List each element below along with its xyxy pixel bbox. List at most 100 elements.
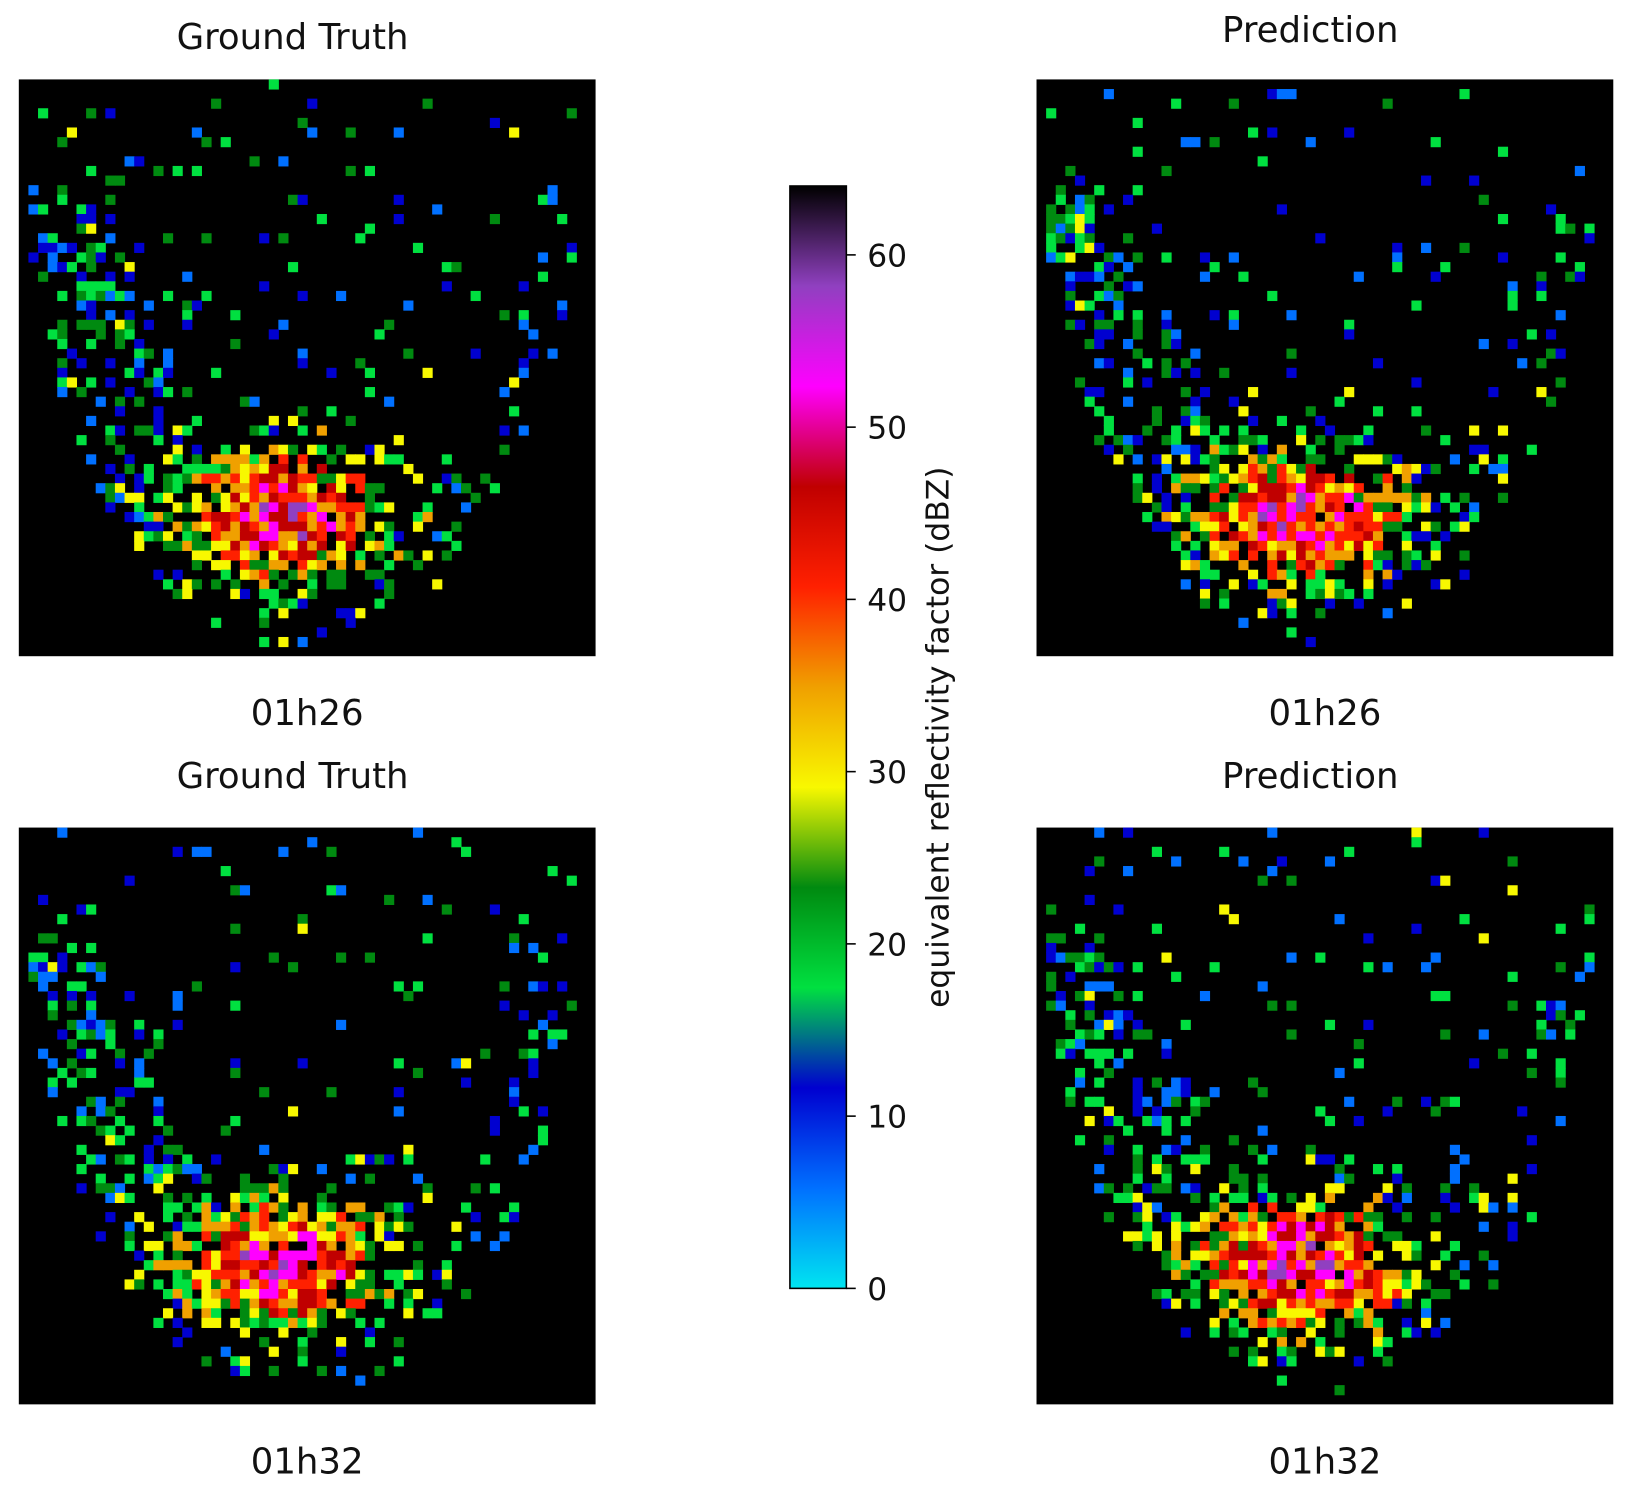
echo-pixel	[230, 521, 241, 532]
echo-pixel	[547, 866, 558, 877]
echo-pixel	[307, 1269, 318, 1280]
echo-pixel	[1074, 990, 1086, 1002]
echo-pixel	[268, 588, 279, 600]
echo-pixel	[336, 492, 347, 503]
echo-pixel	[403, 1154, 414, 1165]
echo-pixel	[1209, 435, 1220, 446]
echo-pixel	[1286, 627, 1297, 638]
echo-pixel	[287, 415, 299, 427]
echo-pixel	[1315, 560, 1326, 571]
echo-pixel	[1209, 1250, 1220, 1261]
echo-pixel	[239, 473, 251, 484]
echo-pixel	[1305, 560, 1316, 571]
echo-pixel	[268, 531, 279, 542]
echo-pixel	[1296, 512, 1307, 523]
echo-pixel	[316, 1308, 327, 1319]
echo-pixel	[1238, 617, 1249, 628]
echo-pixel	[134, 1212, 145, 1223]
echo-pixel	[345, 540, 356, 551]
echo-pixel	[1132, 1202, 1143, 1213]
echo-pixel	[1257, 1212, 1268, 1223]
echo-pixel	[1161, 329, 1172, 340]
echo-pixel	[1151, 473, 1163, 484]
echo-pixel	[1372, 406, 1384, 417]
echo-pixel	[1286, 1192, 1297, 1204]
echo-pixel	[1199, 1250, 1211, 1261]
echo-pixel	[1123, 377, 1134, 388]
echo-pixel	[86, 290, 97, 302]
echo-pixel	[489, 1115, 500, 1127]
echo-pixel	[1305, 1269, 1316, 1280]
echo-pixel	[1296, 425, 1307, 436]
echo-pixel	[1449, 1164, 1460, 1175]
echo-pixel	[355, 358, 366, 369]
echo-pixel	[1276, 1240, 1287, 1252]
echo-pixel	[220, 550, 231, 561]
echo-pixel	[259, 1269, 270, 1280]
echo-pixel	[230, 1115, 241, 1127]
echo-pixel	[1401, 463, 1412, 475]
echo-pixel	[384, 502, 395, 513]
echo-pixel	[134, 396, 145, 407]
echo-pixel	[336, 885, 347, 896]
echo-pixel	[86, 1096, 97, 1107]
echo-pixel	[134, 1067, 145, 1079]
echo-pixel	[249, 1289, 260, 1300]
echo-pixel	[1296, 492, 1307, 503]
echo-pixel	[1324, 483, 1336, 494]
echo-pixel	[114, 444, 126, 455]
echo-pixel	[1363, 1308, 1374, 1319]
echo-pixel	[153, 569, 164, 580]
echo-pixel	[1382, 454, 1393, 465]
echo-pixel	[1449, 1173, 1460, 1184]
echo-pixel	[287, 1279, 299, 1290]
echo-pixel	[134, 1029, 145, 1040]
echo-pixel	[1247, 1279, 1259, 1290]
echo-pixel	[297, 914, 308, 925]
echo-pixel	[307, 1240, 318, 1252]
echo-pixel	[76, 1048, 87, 1059]
echo-pixel	[307, 492, 318, 503]
echo-pixel	[268, 1279, 279, 1290]
echo-pixel	[336, 483, 347, 494]
echo-pixel	[124, 271, 135, 282]
echo-pixel	[336, 1260, 347, 1271]
echo-pixel	[1276, 550, 1287, 561]
echo-pixel	[114, 338, 126, 350]
echo-pixel	[1228, 1173, 1239, 1184]
echo-pixel	[239, 521, 251, 532]
echo-pixel	[1094, 185, 1105, 196]
echo-pixel	[384, 1240, 395, 1252]
echo-pixel	[355, 1317, 366, 1328]
echo-pixel	[114, 252, 126, 263]
echo-pixel	[114, 396, 126, 407]
echo-pixel	[1084, 962, 1095, 973]
echo-pixel	[1238, 502, 1249, 513]
echo-pixel	[259, 425, 270, 436]
echo-pixel	[124, 1221, 135, 1232]
echo-pixel	[1382, 962, 1393, 973]
echo-pixel	[211, 540, 222, 551]
echo-pixel	[316, 550, 327, 561]
echo-pixel	[1171, 1096, 1182, 1107]
echo-pixel	[220, 521, 231, 532]
echo-pixel	[1228, 531, 1239, 542]
echo-pixel	[163, 1308, 174, 1319]
echo-pixel	[1555, 213, 1566, 225]
echo-pixel	[211, 1202, 222, 1213]
echo-pixel	[259, 636, 270, 648]
echo-pixel	[1276, 444, 1287, 455]
echo-pixel	[1180, 579, 1191, 590]
echo-pixel	[1209, 1212, 1220, 1223]
echo-pixel	[1344, 492, 1355, 503]
echo-pixel	[1449, 502, 1460, 513]
echo-pixel	[470, 1231, 481, 1242]
echo-pixel	[1555, 310, 1566, 321]
echo-pixel	[201, 1356, 212, 1367]
echo-pixel	[153, 1260, 164, 1271]
echo-pixel	[326, 1269, 337, 1280]
echo-pixel	[38, 952, 49, 963]
echo-pixel	[124, 990, 135, 1002]
echo-pixel	[1296, 550, 1307, 561]
echo-pixel	[1459, 1154, 1470, 1165]
